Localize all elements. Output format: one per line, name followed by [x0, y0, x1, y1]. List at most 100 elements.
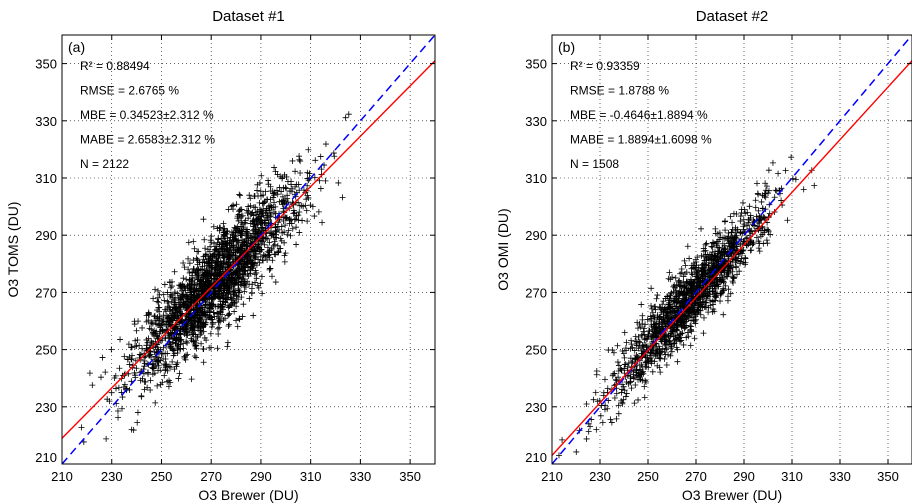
scatter-point — [264, 215, 271, 222]
scatter-point — [247, 240, 254, 247]
scatter-point — [224, 285, 231, 292]
scatter-point — [755, 245, 762, 252]
scatter-point — [237, 232, 244, 239]
scatter-point — [210, 309, 217, 316]
scatter-point — [198, 285, 205, 292]
scatter-point — [674, 322, 681, 329]
scatter-point — [631, 400, 638, 407]
scatter-point — [722, 246, 729, 253]
scatter-point — [601, 376, 608, 383]
y-tick-label: 250 — [525, 343, 547, 358]
scatter-point — [684, 329, 691, 336]
scatter-point — [116, 365, 123, 372]
scatter-point — [185, 266, 192, 273]
scatter-point — [286, 217, 293, 224]
scatter-point — [280, 218, 287, 225]
scatter-point — [618, 367, 625, 374]
scatter-point — [172, 301, 179, 308]
scatter-point — [89, 382, 96, 389]
scatter-point — [208, 270, 215, 277]
scatter-point — [183, 352, 190, 359]
scatter-point — [712, 225, 719, 232]
scatter-point — [266, 254, 273, 261]
scatter-point — [666, 338, 673, 345]
scatter-point — [720, 279, 727, 286]
scatter-point — [733, 234, 740, 241]
scatter-point — [134, 419, 141, 426]
scatter-point — [726, 243, 733, 250]
scatter-point — [261, 219, 268, 226]
scatter-point — [200, 328, 207, 335]
scatter-point — [197, 319, 204, 326]
scatter-point — [283, 185, 290, 192]
scatter-point — [756, 248, 763, 255]
scatter-point — [672, 327, 679, 334]
scatter-point — [223, 242, 230, 249]
scatter-point — [636, 338, 643, 345]
scatter-point — [617, 365, 624, 372]
scatter-point — [651, 316, 658, 323]
scatter-point — [115, 384, 122, 391]
scatter-point — [194, 318, 201, 325]
scatter-point — [746, 203, 753, 210]
scatter-point — [682, 294, 689, 301]
scatter-point — [711, 262, 718, 269]
scatter-point — [729, 219, 736, 226]
scatter-point — [174, 346, 181, 353]
scatter-point — [756, 240, 763, 247]
scatter-point — [183, 332, 190, 339]
scatter-point — [311, 174, 318, 181]
scatter-point — [610, 371, 617, 378]
scatter-point — [169, 335, 176, 342]
scatter-point — [700, 314, 707, 321]
scatter-point — [641, 383, 648, 390]
scatter-point — [242, 284, 249, 291]
scatter-point — [691, 266, 698, 273]
scatter-point — [615, 402, 622, 409]
y-tick-label: 210 — [35, 450, 57, 465]
scatter-point — [121, 381, 128, 388]
scatter-point — [322, 141, 329, 148]
scatter-point — [667, 352, 674, 359]
scatter-point — [620, 350, 627, 357]
scatter-point — [701, 303, 708, 310]
scatter-point — [720, 285, 727, 292]
scatter-point — [206, 314, 213, 321]
scatter-point — [143, 336, 150, 343]
scatter-point — [251, 193, 258, 200]
scatter-point — [233, 317, 240, 324]
scatter-point — [724, 293, 731, 300]
scatter-point — [180, 345, 187, 352]
scatter-point — [212, 303, 219, 310]
scatter-point — [708, 256, 715, 263]
scatter-point — [721, 218, 728, 225]
scatter-point — [680, 341, 687, 348]
scatter-point — [161, 372, 168, 379]
scatter-point — [280, 197, 287, 204]
scatter-point — [675, 303, 682, 310]
scatter-point — [656, 327, 663, 334]
scatter-point — [241, 260, 248, 267]
scatter-point — [231, 224, 238, 231]
scatter-point — [655, 343, 662, 350]
scatter-point — [297, 158, 304, 165]
scatter-point — [220, 243, 227, 250]
scatter-point — [614, 359, 621, 366]
scatter-point — [671, 299, 678, 306]
scatter-point — [194, 256, 201, 263]
scatter-point — [732, 224, 739, 231]
scatter-point — [150, 360, 157, 367]
scatter-point — [646, 328, 653, 335]
scatter-point — [621, 387, 628, 394]
panel-label: (b) — [558, 39, 575, 55]
scatter-point — [753, 234, 760, 241]
scatter-point — [195, 307, 202, 314]
scatter-point — [573, 448, 580, 455]
scatter-point — [345, 111, 352, 118]
scatter-point — [126, 354, 133, 361]
stat-annotation: RMSE = 1.8788 % — [570, 84, 669, 98]
scatter-point — [102, 369, 109, 376]
scatter-point — [597, 412, 604, 419]
scatter-point — [604, 405, 611, 412]
x-tick-label: 270 — [200, 469, 222, 484]
